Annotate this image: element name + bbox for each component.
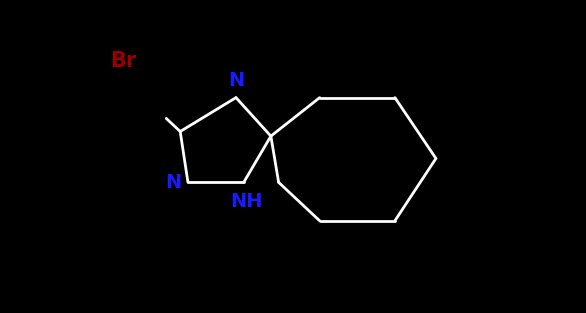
Text: NH: NH <box>231 192 263 211</box>
Text: Br: Br <box>110 51 137 71</box>
Text: N: N <box>228 71 244 90</box>
Text: N: N <box>165 173 182 192</box>
